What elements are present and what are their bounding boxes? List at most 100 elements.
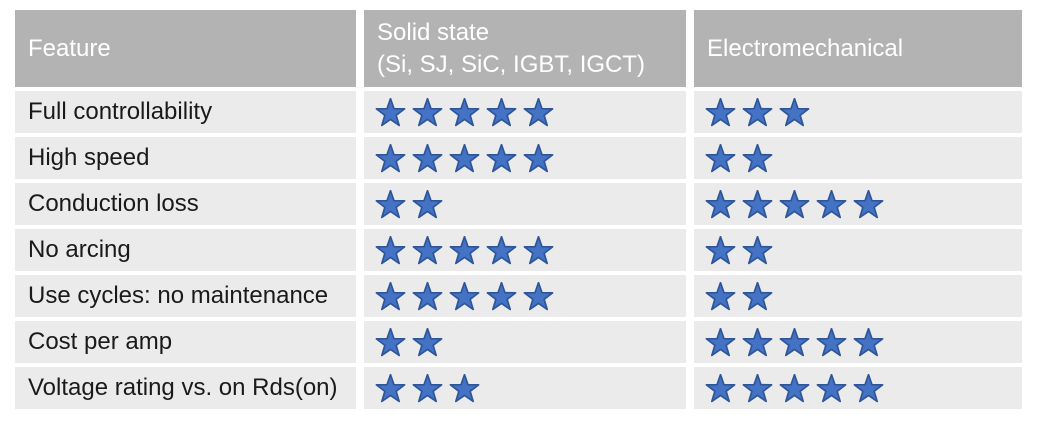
feature-header-label: Feature: [28, 34, 111, 62]
star-icon: [375, 235, 406, 264]
table-row: Voltage rating vs. on Rds(on): [15, 367, 1022, 409]
electromechanical-rating-cell: [694, 137, 1022, 179]
star-icon: [449, 281, 480, 310]
star-rating: [375, 373, 676, 403]
star-icon: [412, 373, 443, 402]
star-rating: [705, 97, 1012, 127]
electromechanical-rating-cell: [694, 229, 1022, 271]
star-icon: [742, 327, 773, 356]
star-rating: [375, 189, 676, 219]
star-icon: [853, 327, 884, 356]
star-icon: [449, 373, 480, 402]
star-icon: [853, 373, 884, 402]
feature-cell: Use cycles: no maintenance: [15, 275, 356, 317]
star-icon: [375, 143, 406, 172]
electromechanical-header-label: Electromechanical: [707, 34, 904, 62]
star-icon: [779, 327, 810, 356]
star-rating: [705, 327, 1012, 357]
table-row: Conduction loss: [15, 183, 1022, 225]
star-rating: [705, 281, 1012, 311]
table-row: High speed: [15, 137, 1022, 179]
star-icon: [705, 373, 736, 402]
table-row: No arcing: [15, 229, 1022, 271]
solid-state-rating-cell: [364, 321, 686, 363]
star-icon: [853, 189, 884, 218]
star-icon: [779, 97, 810, 126]
star-icon: [742, 281, 773, 310]
star-icon: [523, 143, 554, 172]
electromechanical-rating-cell: [694, 91, 1022, 133]
star-rating: [375, 235, 676, 265]
star-icon: [523, 235, 554, 264]
star-icon: [449, 97, 480, 126]
feature-cell: High speed: [15, 137, 356, 179]
column-header-solid-state: Solid state (Si, SJ, SiC, IGBT, IGCT): [364, 10, 686, 87]
star-icon: [816, 373, 847, 402]
star-icon: [779, 373, 810, 402]
star-icon: [742, 143, 773, 172]
star-icon: [816, 327, 847, 356]
star-rating: [375, 327, 676, 357]
electromechanical-rating-cell: [694, 321, 1022, 363]
feature-cell: Voltage rating vs. on Rds(on): [15, 367, 356, 409]
star-icon: [412, 189, 443, 218]
feature-cell: Cost per amp: [15, 321, 356, 363]
star-icon: [705, 143, 736, 172]
solid-state-rating-cell: [364, 137, 686, 179]
star-rating: [705, 373, 1012, 403]
star-icon: [523, 281, 554, 310]
column-header-feature: Feature: [15, 10, 356, 87]
star-icon: [375, 281, 406, 310]
star-icon: [412, 281, 443, 310]
star-icon: [742, 189, 773, 218]
star-icon: [449, 235, 480, 264]
star-rating: [705, 143, 1012, 173]
comparison-table: Feature Solid state (Si, SJ, SiC, IGBT, …: [7, 6, 1030, 413]
solid-state-rating-cell: [364, 229, 686, 271]
feature-cell: Full controllability: [15, 91, 356, 133]
star-icon: [449, 143, 480, 172]
star-icon: [375, 97, 406, 126]
header-row: Feature Solid state (Si, SJ, SiC, IGBT, …: [15, 10, 1022, 87]
star-rating: [375, 281, 676, 311]
star-icon: [412, 327, 443, 356]
star-icon: [705, 281, 736, 310]
star-icon: [375, 189, 406, 218]
table-row: Use cycles: no maintenance: [15, 275, 1022, 317]
star-icon: [705, 327, 736, 356]
star-icon: [375, 327, 406, 356]
electromechanical-rating-cell: [694, 367, 1022, 409]
solid-state-header-sublabel: (Si, SJ, SiC, IGBT, IGCT): [377, 50, 646, 78]
electromechanical-rating-cell: [694, 183, 1022, 225]
star-icon: [412, 143, 443, 172]
column-header-electromechanical: Electromechanical: [694, 10, 1022, 87]
solid-state-rating-cell: [364, 91, 686, 133]
star-rating: [375, 97, 676, 127]
star-icon: [486, 97, 517, 126]
star-icon: [705, 97, 736, 126]
feature-cell: Conduction loss: [15, 183, 356, 225]
star-icon: [486, 235, 517, 264]
table-row: Full controllability: [15, 91, 1022, 133]
star-icon: [412, 97, 443, 126]
solid-state-rating-cell: [364, 183, 686, 225]
feature-cell: No arcing: [15, 229, 356, 271]
star-icon: [705, 235, 736, 264]
table-row: Cost per amp: [15, 321, 1022, 363]
star-icon: [779, 189, 810, 218]
star-icon: [375, 373, 406, 402]
star-icon: [705, 189, 736, 218]
star-rating: [705, 235, 1012, 265]
solid-state-rating-cell: [364, 367, 686, 409]
star-icon: [486, 281, 517, 310]
star-icon: [742, 97, 773, 126]
star-icon: [816, 189, 847, 218]
star-rating: [375, 143, 676, 173]
star-icon: [486, 143, 517, 172]
solid-state-rating-cell: [364, 275, 686, 317]
electromechanical-rating-cell: [694, 275, 1022, 317]
star-icon: [523, 97, 554, 126]
solid-state-header-label: Solid state: [377, 18, 490, 46]
star-icon: [412, 235, 443, 264]
